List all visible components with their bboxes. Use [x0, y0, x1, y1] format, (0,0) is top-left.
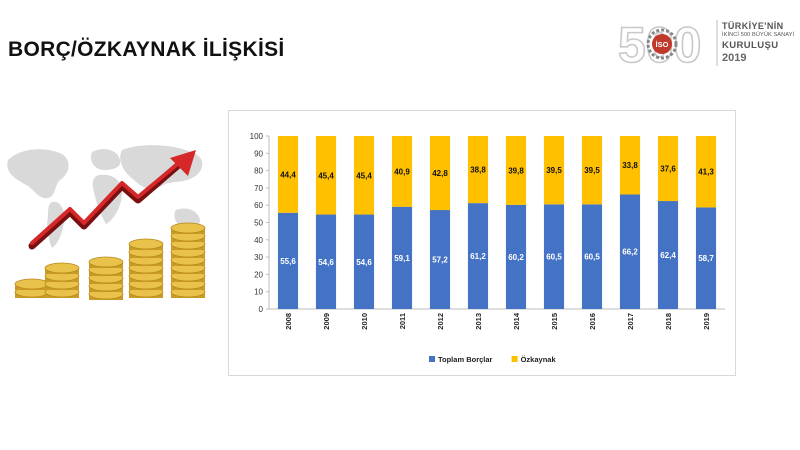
bar-equity: [467, 136, 489, 204]
logo-year: 2019: [722, 52, 747, 65]
logo-text: TÜRKİYE'NİN İKİNCİ 500 BÜYÜK SANAYİ KURU…: [722, 22, 794, 64]
iso-logo-emblem: 500 İSO: [617, 16, 718, 72]
data-label: 39,5: [584, 166, 600, 175]
y-tick-label: 50: [254, 219, 263, 228]
data-label: 39,8: [508, 166, 524, 175]
y-tick-label: 90: [254, 149, 263, 158]
y-tick-label: 0: [259, 305, 264, 314]
coin: [170, 222, 206, 234]
bar-debt: [581, 204, 603, 309]
bar-debt: [429, 210, 451, 309]
y-tick-label: 60: [254, 201, 263, 210]
logo-badge-icon: [652, 34, 672, 54]
y-tick-label: 30: [254, 253, 263, 262]
bar-debt: [391, 206, 413, 309]
y-tick-label: 80: [254, 167, 263, 176]
coin: [88, 256, 124, 268]
x-tick-label: 2018: [664, 313, 673, 330]
coin: [14, 278, 50, 290]
bar-debt: [619, 194, 641, 309]
data-label: 41,3: [698, 168, 714, 177]
data-label: 61,2: [470, 252, 486, 261]
data-label: 54,6: [318, 258, 334, 267]
bar-debt: [277, 212, 299, 309]
coin: [44, 262, 80, 274]
bar-equity: [315, 136, 337, 215]
data-label: 60,5: [546, 253, 562, 262]
arrow-head-icon: [170, 150, 196, 176]
bar-debt: [315, 214, 337, 309]
data-label: 60,2: [508, 253, 524, 262]
x-tick-label: 2015: [550, 313, 559, 330]
data-label: 66,2: [622, 248, 638, 257]
page-title: BORÇ/ÖZKAYNAK İLİŞKİSİ: [8, 38, 285, 61]
data-label: 40,9: [394, 167, 410, 176]
chart-container: 0 10 20 30 40 50 60 70 80 90 100 55,6 44,4 2008 54,6 45…: [228, 110, 736, 376]
data-label: 57,2: [432, 256, 448, 265]
x-tick-label: 2010: [360, 313, 369, 330]
bar-debt: [695, 207, 717, 309]
bar-debt: [467, 203, 489, 309]
data-label: 33,8: [622, 161, 638, 170]
bar-equity: [391, 136, 413, 207]
bar-equity: [581, 136, 603, 205]
logo-gear-icon: [646, 28, 678, 60]
y-tick-label: 20: [254, 270, 263, 279]
bar-equity: [619, 136, 641, 195]
bar-equity: [505, 136, 527, 205]
data-label: 45,4: [318, 171, 334, 180]
logo-line2: İKİNCİ 500 BÜYÜK SANAYİ: [722, 32, 795, 38]
logo-line1: TÜRKİYE'NİN: [722, 21, 784, 31]
y-tick-label: 70: [254, 184, 263, 193]
stacked-bar-chart: 0 10 20 30 40 50 60 70 80 90 100 55,6 44,4 2008 54,6 45…: [250, 132, 725, 364]
y-tick-label: 10: [254, 288, 263, 297]
legend-swatch: [511, 356, 518, 362]
growth-illustration: [7, 145, 206, 300]
data-label: 45,4: [356, 171, 372, 180]
coin-stacks-icon: [14, 222, 206, 300]
y-tick-label: 40: [254, 236, 263, 245]
bar-debt: [543, 204, 565, 309]
bar-equity: [543, 136, 565, 205]
x-tick-label: 2012: [436, 313, 445, 330]
x-tick-label: 2008: [284, 313, 293, 330]
data-label: 59,1: [394, 254, 410, 263]
x-tick-label: 2013: [474, 313, 483, 330]
legend-label: Özkaynak: [521, 355, 557, 364]
coin: [128, 238, 164, 250]
x-tick-label: 2019: [702, 313, 711, 330]
bar-debt: [505, 204, 527, 309]
data-label: 60,5: [584, 253, 600, 262]
x-tick-label: 2017: [626, 313, 635, 330]
data-label: 37,6: [660, 165, 676, 174]
y-tick-label: 100: [250, 132, 264, 141]
bar-equity: [353, 136, 375, 215]
bar-debt: [657, 201, 679, 309]
x-tick-label: 2009: [322, 313, 331, 330]
data-label: 55,6: [280, 257, 296, 266]
bar-equity: [695, 136, 717, 208]
logo-badge-text: İSO: [656, 40, 669, 49]
data-label: 58,7: [698, 254, 714, 263]
data-label: 39,5: [546, 166, 562, 175]
trend-arrow-icon: [28, 158, 186, 250]
data-label: 54,6: [356, 258, 372, 267]
data-label: 44,4: [280, 170, 296, 179]
x-tick-label: 2016: [588, 313, 597, 330]
logo-line3: KURULUŞU: [722, 39, 779, 51]
data-label: 38,8: [470, 166, 486, 175]
x-tick-label: 2011: [398, 313, 407, 329]
data-label: 62,4: [660, 251, 676, 260]
x-tick-label: 2014: [512, 312, 521, 330]
bar-equity: [657, 136, 679, 202]
bar-equity: [429, 136, 451, 211]
legend-swatch: [429, 356, 435, 362]
legend-label: Toplam Borçlar: [438, 355, 493, 364]
bar-equity: [277, 136, 299, 213]
bar-debt: [353, 214, 375, 309]
data-label: 42,8: [432, 169, 448, 178]
